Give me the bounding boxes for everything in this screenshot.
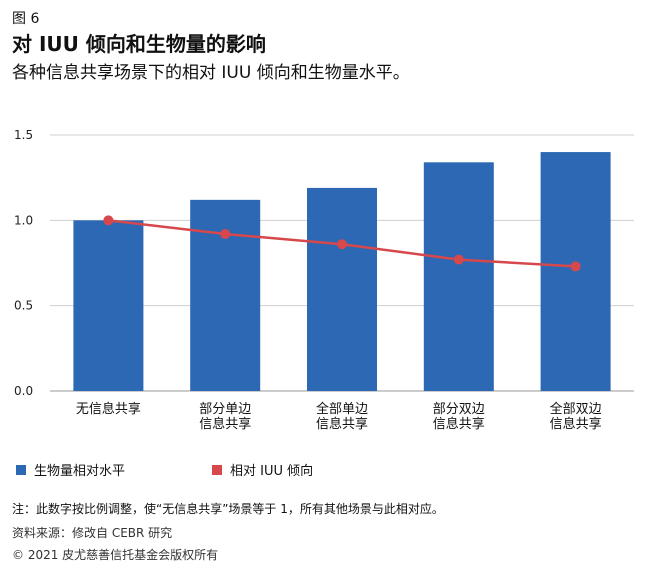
iuu-point <box>103 215 114 226</box>
x-category-label: 信息共享 <box>199 416 251 432</box>
bar <box>190 199 261 391</box>
legend-label-biomass: 生物量相对水平 <box>34 464 126 479</box>
bar <box>307 187 377 391</box>
x-category-label: 无信息共享 <box>76 401 141 417</box>
subtitle: 各种信息共享场景下的相对 IUU 倾向和生物量水平。 <box>12 63 410 83</box>
y-tick-label: 0.5 <box>14 299 33 313</box>
figure-label: 图 6 <box>12 11 40 27</box>
x-category-label: 信息共享 <box>433 416 485 432</box>
legend-swatch-biomass <box>16 464 26 475</box>
page-title: 对 IUU 倾向和生物量的影响 <box>12 32 266 56</box>
iuu-point <box>337 239 347 250</box>
legend-item-biomass: 生物量相对水平 <box>16 460 125 479</box>
legend-label-iuu: 相对 IUU 倾向 <box>230 464 314 479</box>
y-tick-label: 0.0 <box>14 384 33 398</box>
y-tick-label: 1.5 <box>14 128 33 142</box>
source-text: 资料来源：修改自 CEBR 研究 <box>12 526 173 540</box>
x-category-label: 全部双边 <box>550 401 602 417</box>
x-category-label: 信息共享 <box>550 416 602 432</box>
bar <box>540 152 611 391</box>
x-category-label: 部分单边 <box>199 402 251 417</box>
iuu-point <box>570 261 581 272</box>
iuu-point <box>453 254 464 265</box>
footnote: 注：此数字按比例调整，使“无信息共享”场景等于 1，所有其他场景与此相对应。 <box>12 502 444 516</box>
y-tick-label: 1.0 <box>14 213 33 227</box>
x-category-label: 全部单边 <box>316 401 368 417</box>
legend: 生物量相对水平 相对 IUU 倾向 <box>0 460 650 484</box>
copyright-text: © 2021 皮尤慈善信托基金会版权所有 <box>12 548 219 562</box>
legend-swatch-iuu <box>212 464 222 475</box>
iuu-point <box>220 228 231 239</box>
x-category-label: 部分双边 <box>433 402 485 417</box>
bar <box>73 220 144 391</box>
legend-item-iuu: 相对 IUU 倾向 <box>212 460 313 479</box>
x-category-label: 信息共享 <box>316 416 368 432</box>
bar <box>423 162 494 391</box>
